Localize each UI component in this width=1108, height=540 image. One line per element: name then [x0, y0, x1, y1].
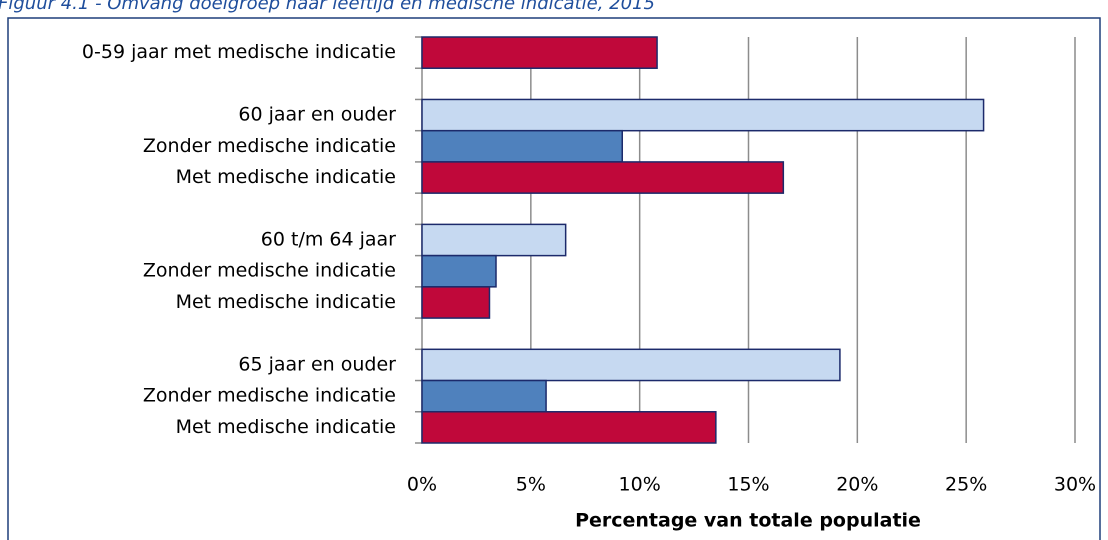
bar	[421, 98, 985, 132]
x-tick-label: 30%	[1054, 474, 1096, 496]
bar	[421, 411, 717, 444]
y-tick-label: Zonder medische indicatie	[143, 385, 396, 407]
y-tick-label: 60 jaar en ouder	[238, 104, 396, 126]
y-tick-label: Met medische indicatie	[176, 291, 396, 313]
x-tick-label: 15%	[727, 474, 769, 496]
bar	[421, 36, 658, 69]
y-tick-label: 60 t/m 64 jaar	[261, 229, 396, 251]
bar	[421, 379, 547, 413]
x-tick-label: 10%	[619, 474, 661, 496]
bar	[421, 129, 624, 163]
x-tick-label: 5%	[516, 474, 546, 496]
bar	[421, 286, 491, 319]
y-tick-label: 65 jaar en ouder	[238, 353, 396, 375]
x-tick-label: 25%	[945, 474, 987, 496]
bar	[421, 223, 567, 257]
bar	[421, 348, 841, 382]
x-tick-label: 0%	[407, 474, 437, 496]
bar	[421, 254, 497, 288]
chart-title: Figuur 4.1 - Omvang doelgroep naar leeft…	[0, 0, 655, 14]
bar	[421, 161, 785, 194]
chart-frame	[7, 17, 1101, 540]
y-tick-label: Met medische indicatie	[176, 416, 396, 438]
y-tick-label: Zonder medische indicatie	[143, 135, 396, 157]
y-tick-label: Zonder medische indicatie	[143, 260, 396, 282]
x-tick-label: 20%	[836, 474, 878, 496]
y-tick-label: 0-59 jaar met medische indicatie	[82, 41, 396, 63]
y-tick-label: Met medische indicatie	[176, 166, 396, 188]
x-axis-title: Percentage van totale populatie	[575, 510, 921, 532]
